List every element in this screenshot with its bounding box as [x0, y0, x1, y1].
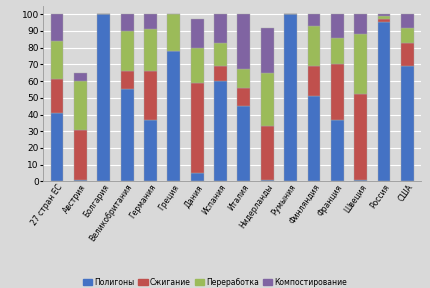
Bar: [74, 180, 87, 181]
Bar: [237, 106, 250, 181]
Bar: [401, 66, 414, 181]
Bar: [378, 22, 390, 181]
Bar: [214, 14, 227, 43]
Bar: [74, 81, 87, 130]
Bar: [144, 14, 157, 29]
Bar: [307, 96, 320, 181]
Legend: Полигоны, Сжигание, Переработка, Компостирование: Полигоны, Сжигание, Переработка, Компост…: [80, 275, 350, 288]
Bar: [121, 31, 133, 71]
Bar: [144, 29, 157, 71]
Bar: [307, 66, 320, 96]
Bar: [331, 64, 344, 120]
Bar: [51, 113, 64, 181]
Bar: [214, 81, 227, 181]
Bar: [97, 14, 110, 181]
Bar: [144, 71, 157, 120]
Bar: [378, 16, 390, 19]
Bar: [74, 130, 87, 180]
Bar: [51, 14, 64, 41]
Bar: [378, 19, 390, 22]
Bar: [331, 14, 344, 37]
Bar: [261, 28, 273, 73]
Bar: [121, 89, 133, 181]
Bar: [261, 73, 273, 126]
Bar: [354, 34, 367, 94]
Bar: [121, 71, 133, 89]
Bar: [51, 41, 64, 79]
Bar: [331, 37, 344, 64]
Bar: [167, 14, 180, 51]
Bar: [378, 14, 390, 16]
Bar: [191, 19, 203, 48]
Bar: [191, 173, 203, 181]
Bar: [214, 43, 227, 66]
Bar: [237, 14, 250, 69]
Bar: [121, 14, 133, 31]
Bar: [51, 79, 64, 113]
Bar: [401, 14, 414, 28]
Bar: [261, 126, 273, 180]
Bar: [237, 69, 250, 88]
Bar: [167, 51, 180, 181]
Bar: [237, 88, 250, 106]
Bar: [307, 26, 320, 66]
Bar: [191, 83, 203, 173]
Bar: [307, 14, 320, 26]
Bar: [144, 120, 157, 181]
Bar: [401, 43, 414, 66]
Bar: [214, 66, 227, 81]
Bar: [284, 14, 297, 181]
Bar: [191, 48, 203, 83]
Bar: [354, 14, 367, 34]
Bar: [354, 180, 367, 181]
Bar: [331, 120, 344, 181]
Bar: [74, 73, 87, 81]
Bar: [261, 180, 273, 181]
Bar: [401, 28, 414, 43]
Bar: [354, 94, 367, 180]
